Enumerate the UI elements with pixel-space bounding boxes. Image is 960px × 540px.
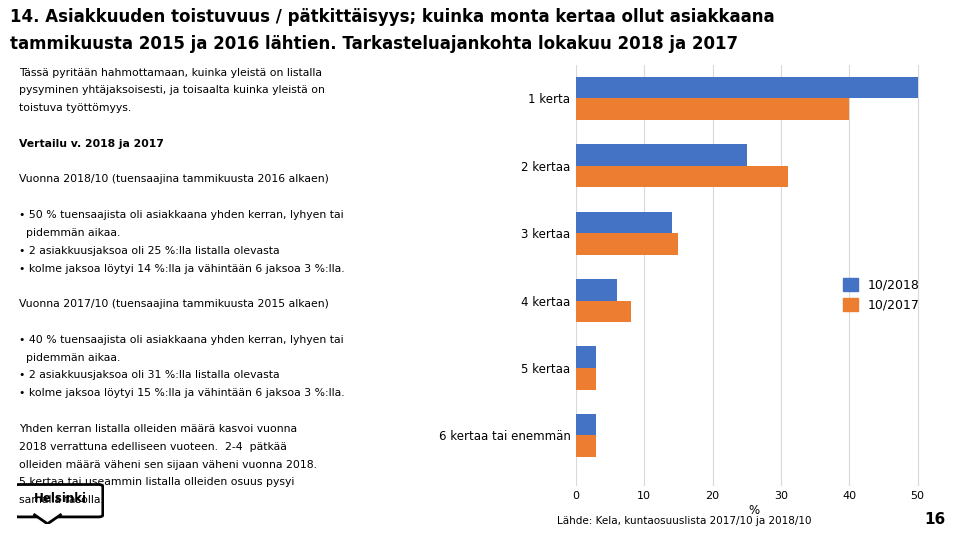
Text: pidemmän aikaa.: pidemmän aikaa. — [19, 228, 121, 238]
Text: pysyminen yhtäjaksoisesti, ja toisaalta kuinka yleistä on: pysyminen yhtäjaksoisesti, ja toisaalta … — [19, 85, 325, 96]
Text: Lähde: Kela, kuntaosuuslista 2017/10 ja 2018/10: Lähde: Kela, kuntaosuuslista 2017/10 ja … — [557, 516, 811, 526]
Bar — [576, 414, 596, 435]
Bar — [576, 212, 672, 233]
Text: • 50 % tuensaajista oli asiakkaana yhden kerran, lyhyen tai: • 50 % tuensaajista oli asiakkaana yhden… — [19, 210, 344, 220]
X-axis label: %: % — [748, 504, 759, 517]
Text: pidemmän aikaa.: pidemmän aikaa. — [19, 353, 121, 363]
Bar — [576, 368, 596, 390]
Legend: 10/2018, 10/2017: 10/2018, 10/2017 — [838, 273, 924, 317]
Text: • kolme jaksoa löytyi 14 %:lla ja vähintään 6 jaksoa 3 %:lla.: • kolme jaksoa löytyi 14 %:lla ja vähint… — [19, 264, 345, 274]
Text: 5 kertaa tai useammin listalla olleiden osuus pysyi: 5 kertaa tai useammin listalla olleiden … — [19, 477, 295, 488]
Bar — [576, 98, 850, 120]
Text: Helsinki: Helsinki — [34, 492, 87, 505]
Text: • 2 asiakkuusjaksoa oli 25 %:lla listalla olevasta: • 2 asiakkuusjaksoa oli 25 %:lla listall… — [19, 246, 279, 256]
Text: Yhden kerran listalla olleiden määrä kasvoi vuonna: Yhden kerran listalla olleiden määrä kas… — [19, 424, 298, 434]
Text: samalla tasolla.: samalla tasolla. — [19, 495, 104, 505]
Text: tammikuusta 2015 ja 2016 lähtien. Tarkasteluajankohta lokakuu 2018 ja 2017: tammikuusta 2015 ja 2016 lähtien. Tarkas… — [10, 35, 737, 53]
Bar — [576, 301, 631, 322]
Bar — [576, 77, 918, 98]
Text: Tässä pyritään hahmottamaan, kuinka yleistä on listalla: Tässä pyritään hahmottamaan, kuinka ylei… — [19, 68, 323, 78]
Text: • 2 asiakkuusjaksoa oli 31 %:lla listalla olevasta: • 2 asiakkuusjaksoa oli 31 %:lla listall… — [19, 370, 279, 381]
Text: 14. Asiakkuuden toistuvuus / pätkittäisyys; kuinka monta kertaa ollut asiakkaana: 14. Asiakkuuden toistuvuus / pätkittäisy… — [10, 8, 774, 26]
Text: olleiden määrä väheni sen sijaan väheni vuonna 2018.: olleiden määrä väheni sen sijaan väheni … — [19, 460, 317, 470]
Text: Vuonna 2017/10 (tuensaajina tammikuusta 2015 alkaen): Vuonna 2017/10 (tuensaajina tammikuusta … — [19, 299, 329, 309]
Bar — [576, 435, 596, 457]
Text: 2018 verrattuna edelliseen vuoteen.  2-4  pätkää: 2018 verrattuna edelliseen vuoteen. 2-4 … — [19, 442, 287, 452]
Text: Vuonna 2018/10 (tuensaajina tammikuusta 2016 alkaen): Vuonna 2018/10 (tuensaajina tammikuusta … — [19, 174, 329, 185]
Text: 16: 16 — [924, 511, 946, 526]
Bar — [576, 233, 679, 255]
Bar — [576, 144, 747, 166]
Bar — [576, 347, 596, 368]
Text: • 40 % tuensaajista oli asiakkaana yhden kerran, lyhyen tai: • 40 % tuensaajista oli asiakkaana yhden… — [19, 335, 344, 345]
Bar — [576, 166, 788, 187]
Text: Vertailu v. 2018 ja 2017: Vertailu v. 2018 ja 2017 — [19, 139, 164, 149]
Bar — [576, 279, 617, 301]
Polygon shape — [35, 515, 60, 524]
FancyBboxPatch shape — [14, 484, 103, 517]
Text: • kolme jaksoa löytyi 15 %:lla ja vähintään 6 jaksoa 3 %:lla.: • kolme jaksoa löytyi 15 %:lla ja vähint… — [19, 388, 345, 399]
Text: toistuva työttömyys.: toistuva työttömyys. — [19, 103, 132, 113]
